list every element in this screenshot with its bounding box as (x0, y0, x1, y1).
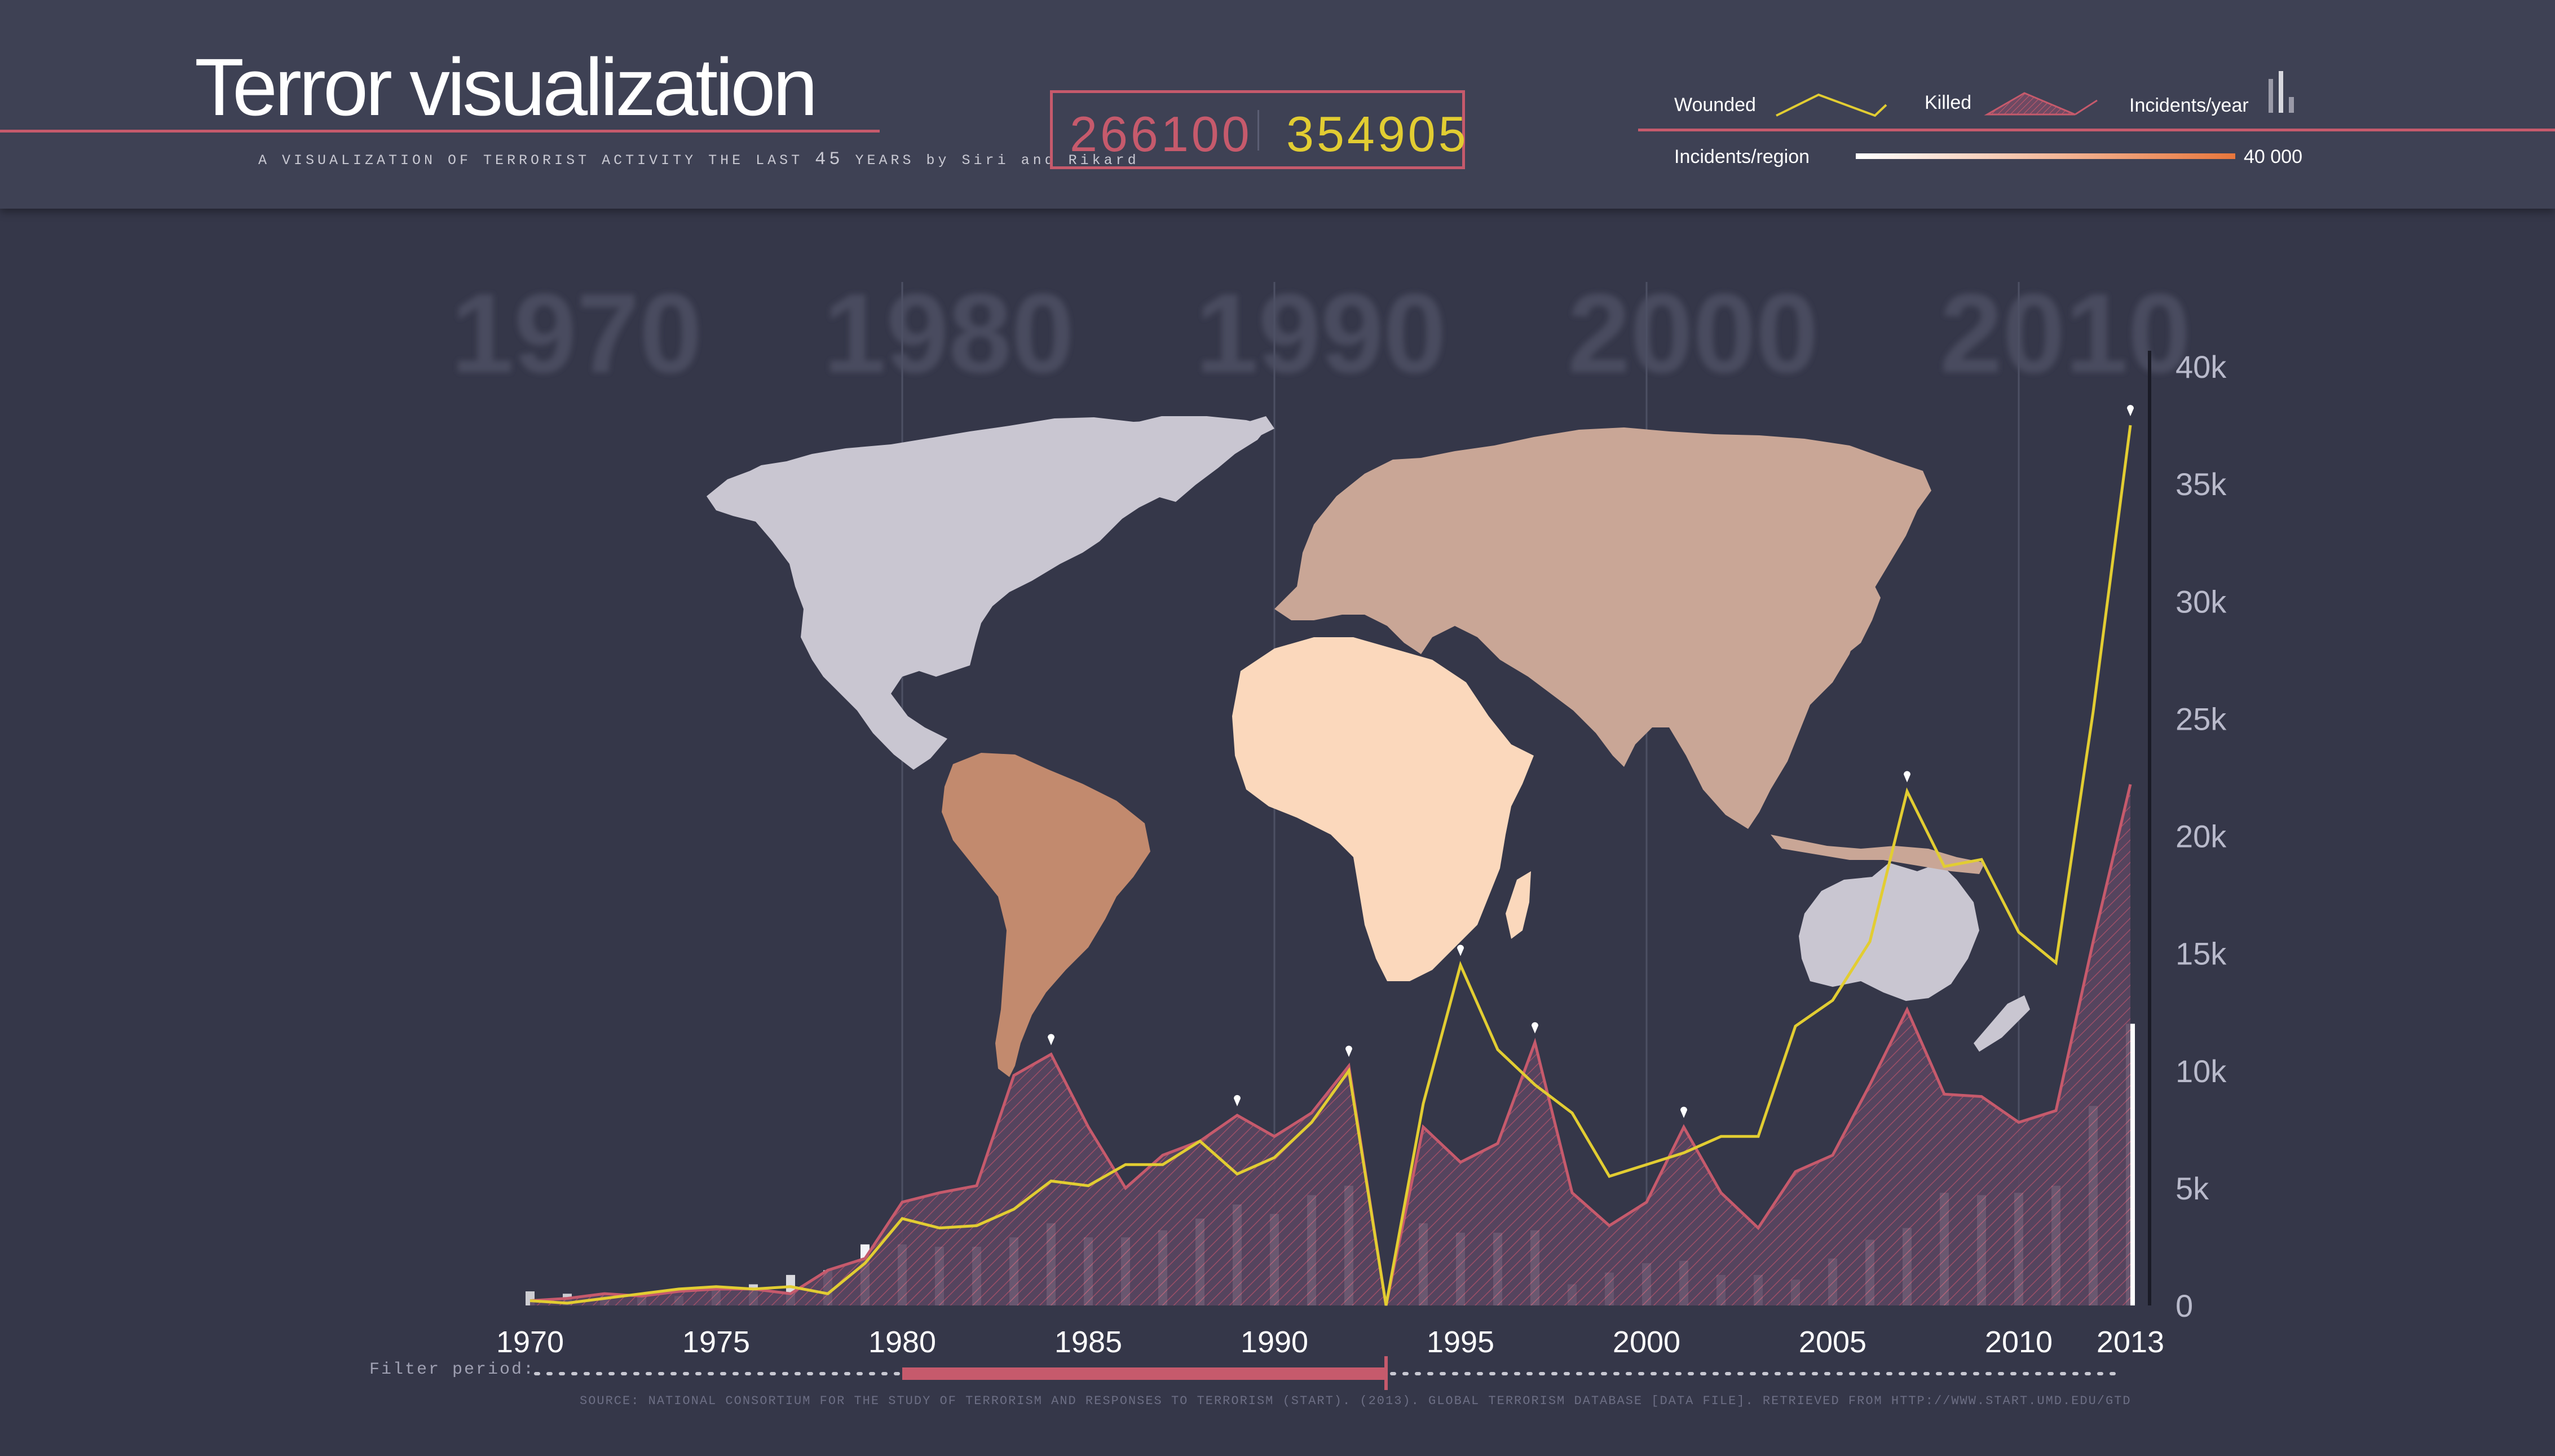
y-tick-20k: 20k (2175, 819, 2227, 854)
legend-region-gradient (1856, 153, 2235, 159)
filter-period-label: Filter period: (369, 1360, 535, 1379)
decade-label-1980: 1980 (823, 271, 1074, 396)
decade-label-1990: 1990 (1195, 271, 1446, 396)
peak-marker-2001 (1680, 1106, 1687, 1118)
world-map (707, 416, 2030, 1077)
legend-wounded-swatch (1776, 93, 1887, 117)
legend-wounded-label: Wounded (1674, 94, 1756, 116)
wounded-line (529, 425, 2132, 1306)
app-title: Terror visualization (195, 42, 818, 133)
decade-label-2010: 2010 (1940, 271, 2191, 396)
decade-label-1970: 1970 (451, 271, 702, 396)
x-tick-2005: 2005 (1799, 1325, 1866, 1359)
totals-divider (1257, 110, 1259, 151)
map-japan[interactable] (1844, 581, 1881, 654)
y-tick-5k: 5k (2175, 1171, 2209, 1206)
legend-killed-swatch-tail (2075, 99, 2098, 116)
peak-marker-1992 (1345, 1045, 1352, 1057)
x-tick-2000: 2000 (1613, 1325, 1680, 1359)
y-tick-30k: 30k (2175, 584, 2227, 619)
legend-bar-swatch-2 (2279, 71, 2283, 113)
legend-incidents-year-label: Incidents/year (2129, 95, 2249, 116)
total-wounded: 354905 (1286, 106, 1469, 162)
legend-killed-swatch (1984, 92, 2076, 116)
map-south-america[interactable] (942, 753, 1150, 1077)
decade-labels: 1970 1980 1990 2000 2010 (451, 271, 2191, 396)
x-tick-1975: 1975 (682, 1325, 750, 1359)
totals-box: 266100 354905 (1050, 90, 1466, 169)
x-tick-1970: 1970 (496, 1325, 564, 1359)
total-killed: 266100 (1070, 106, 1252, 162)
x-tick-2013: 2013 (2097, 1325, 2164, 1359)
decade-label-2000: 2000 (1568, 271, 1819, 396)
subtitle: A VISUALIZATION OF TERRORIST ACTIVITY TH… (258, 149, 1140, 170)
x-tick-1980: 1980 (868, 1325, 936, 1359)
x-tick-1985: 1985 (1054, 1325, 1122, 1359)
source-note: SOURCE: NATIONAL CONSORTIUM FOR THE STUD… (580, 1394, 2132, 1408)
x-tick-1990: 1990 (1241, 1325, 1308, 1359)
x-tick-1995: 1995 (1427, 1325, 1494, 1359)
y-tick-35k: 35k (2175, 466, 2227, 502)
subtitle-years: 45 (815, 149, 844, 170)
legend-bar-swatch-3 (2289, 97, 2294, 113)
legend-swatches (1776, 71, 2294, 159)
x-axis-ticks: 1970 1975 1980 1985 1990 1995 2000 2005 2010 2013 (496, 1325, 2164, 1359)
subtitle-text-b: YEARS by Siri and Rikard (843, 152, 1140, 169)
legend-divider (1638, 129, 2555, 131)
peak-marker-1989 (1234, 1095, 1241, 1106)
x-tick-2010: 2010 (1985, 1325, 2053, 1359)
peak-marker-1997 (1532, 1022, 1538, 1034)
y-tick-25k: 25k (2175, 701, 2227, 736)
y-axis-ticks: 0 5k 10k 15k 20k 25k 30k 35k 40k (2175, 349, 2227, 1323)
y-tick-10k: 10k (2175, 1053, 2227, 1089)
y-tick-15k: 15k (2175, 936, 2227, 972)
legend-incidents-region-label: Incidents/region (1674, 146, 1810, 167)
map-africa[interactable] (1232, 637, 1534, 981)
y-tick-40k: 40k (2175, 349, 2227, 385)
filter-range-selection[interactable] (902, 1367, 1386, 1380)
killed-line (529, 784, 2132, 1306)
map-europe-asia[interactable] (1274, 427, 1931, 829)
header-bar (0, 0, 2555, 209)
peak-markers (1048, 405, 2134, 1118)
legend-region-max: 40 000 (2244, 146, 2302, 167)
map-indonesia[interactable] (1771, 835, 1985, 874)
map-greenland[interactable] (1119, 416, 1269, 502)
peak-marker-2013 (2127, 405, 2134, 417)
peak-marker-1995 (1457, 945, 1464, 956)
map-new-zealand[interactable] (1974, 995, 2030, 1052)
title-divider (0, 130, 880, 133)
map-australia[interactable] (1799, 863, 1979, 1001)
subtitle-text-a: A VISUALIZATION OF TERRORIST ACTIVITY TH… (258, 152, 815, 169)
peak-marker-1984 (1048, 1034, 1054, 1045)
legend-bar-swatch-1 (2269, 79, 2273, 113)
map-madagascar[interactable] (1506, 871, 1531, 939)
y-tick-0: 0 (2175, 1288, 2193, 1323)
map-north-america[interactable] (707, 416, 1274, 770)
legend-killed-label: Killed (1925, 92, 1972, 113)
killed-area (530, 784, 2130, 1305)
peak-marker-2007 (1904, 771, 1910, 783)
